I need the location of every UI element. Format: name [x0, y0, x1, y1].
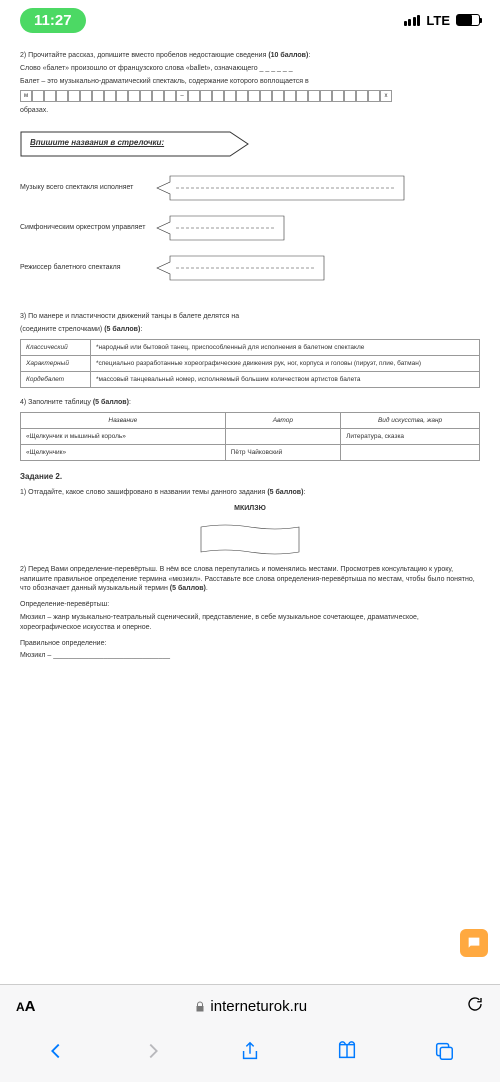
- table-cell: Классический: [21, 339, 91, 355]
- refresh-button[interactable]: [466, 995, 484, 1018]
- task2-q2-points: (5 баллов): [170, 585, 206, 592]
- arrow-label: Музыку всего спектакля исполняет: [20, 183, 150, 193]
- chat-button[interactable]: [460, 929, 488, 957]
- back-button[interactable]: [45, 1040, 67, 1062]
- table-cell: *народный или бытовой танец, приспособле…: [91, 339, 480, 355]
- document-content: 2) Прочитайте рассказ, допишите вместо п…: [0, 40, 500, 970]
- table-cell: *массовый танцевальный номер, исполняемы…: [91, 371, 480, 387]
- q3-prompt: 3) По манере и пластичности движений тан…: [20, 312, 480, 322]
- q4-prompt: 4) Заполните таблицу: [20, 399, 91, 406]
- wavy-box[interactable]: [200, 522, 300, 557]
- bookmarks-button[interactable]: [336, 1040, 358, 1062]
- time-pill: 11:27: [20, 8, 86, 33]
- task2-q1: 1) Отгадайте, какое слово зашифровано в …: [20, 489, 265, 496]
- def-text: Мюзикл – жанр музыкально-театральный сце…: [20, 613, 480, 633]
- q3-table: Классический*народный или бытовой танец,…: [20, 339, 480, 388]
- table-cell: Литература, сказка: [341, 428, 480, 444]
- battery-icon: [456, 14, 480, 26]
- left-arrow-icon[interactable]: [156, 175, 406, 201]
- toolbar: [0, 1028, 500, 1082]
- left-arrow-icon[interactable]: [156, 215, 286, 241]
- q3-points: (5 баллов): [104, 326, 140, 333]
- cell[interactable]: –: [176, 90, 188, 102]
- task2-q1-points: (5 баллов): [267, 489, 303, 496]
- status-bar: 11:27 LTE: [0, 0, 500, 40]
- refresh-icon: [466, 995, 484, 1013]
- browser-chrome: AA interneturok.ru: [0, 984, 500, 1082]
- share-button[interactable]: [239, 1040, 261, 1062]
- q2-line1: Слово «балет» произошло от французского …: [20, 64, 480, 74]
- q4-points: (5 баллов): [93, 399, 129, 406]
- table-cell: «Щелкунчик и мышиный король»: [21, 428, 226, 444]
- table-cell: «Щелкунчик»: [21, 444, 226, 460]
- arrow-label: Симфоническим оркестром управляет: [20, 223, 150, 233]
- left-arrow-icon[interactable]: [156, 255, 326, 281]
- arrow-row-1: Музыку всего спектакля исполняет: [20, 175, 480, 201]
- q4-table: НазваниеАвторВид искусства, жанр «Щелкун…: [20, 412, 480, 461]
- table-cell[interactable]: [225, 428, 340, 444]
- arrow-title: Впишите названия в стрелочки:: [30, 137, 164, 148]
- cell[interactable]: х: [380, 90, 392, 102]
- task2-q2: 2) Перед Вами определение-перевёртыш. В …: [20, 566, 475, 593]
- correct-label: Правильное определение:: [20, 639, 480, 649]
- text-size-button[interactable]: AA: [16, 998, 36, 1015]
- status-indicators: LTE: [404, 13, 480, 28]
- signal-icon: [404, 15, 421, 26]
- tabs-button[interactable]: [433, 1040, 455, 1062]
- arrow-row-3: Режиссер балетного спектакля: [20, 255, 480, 281]
- network-label: LTE: [426, 13, 450, 28]
- table-header: Вид искусства, жанр: [341, 412, 480, 428]
- task2-title: Задание 2.: [20, 471, 480, 482]
- q3-sub: (соедините стрелочками): [20, 326, 102, 333]
- table-cell: Кордебалет: [21, 371, 91, 387]
- letter-cells[interactable]: м – х: [20, 90, 480, 102]
- arrow-label: Режиссер балетного спектакля: [20, 263, 150, 273]
- q2-prompt: 2) Прочитайте рассказ, допишите вместо п…: [20, 52, 266, 59]
- q2-points: (10 баллов): [268, 52, 308, 59]
- table-header: Автор: [225, 412, 340, 428]
- lock-icon: [194, 1001, 206, 1013]
- url-bar: AA interneturok.ru: [0, 984, 500, 1028]
- table-cell: Характерный: [21, 355, 91, 371]
- url-display[interactable]: interneturok.ru: [48, 998, 454, 1015]
- q2-line2: Балет – это музыкально-драматический спе…: [20, 77, 480, 87]
- table-cell: Пётр Чайковский: [225, 444, 340, 460]
- url-text: interneturok.ru: [210, 998, 307, 1015]
- table-cell[interactable]: [341, 444, 480, 460]
- def-label: Определение-перевёртыш:: [20, 600, 480, 610]
- cipher-text: МКИЛЗЮ: [20, 504, 480, 514]
- table-cell: *специально разработанные хореографическ…: [91, 355, 480, 371]
- table-header: Название: [21, 412, 226, 428]
- q2-after: образах.: [20, 106, 480, 116]
- answer-line[interactable]: Мюзикл – ______________________________: [20, 651, 480, 661]
- arrow-row-2: Симфоническим оркестром управляет: [20, 215, 480, 241]
- forward-button[interactable]: [142, 1040, 164, 1062]
- cell[interactable]: м: [20, 90, 32, 102]
